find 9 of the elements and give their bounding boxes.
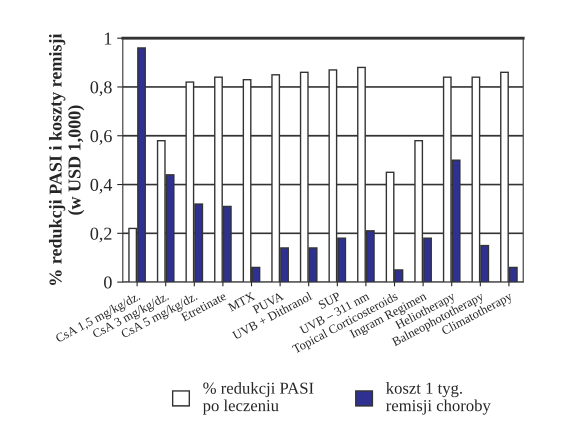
y-tick-label: 0 — [104, 276, 112, 289]
legend-label: koszt 1 tyg. remisji choroby — [386, 382, 491, 415]
y-tick-label: 0,4 — [90, 178, 112, 194]
legend-label: % redukcji PASI po leczeniu — [202, 382, 314, 415]
y-tick-label: 0,2 — [90, 228, 112, 242]
y-axis-title: % redukcji PASI i koszty remisji (w USD 1,000) — [48, 34, 84, 285]
y-tick-label: 1 — [104, 32, 112, 44]
y-tick-label: 0,8 — [90, 81, 112, 96]
y-tick-label: 0,6 — [90, 130, 112, 145]
